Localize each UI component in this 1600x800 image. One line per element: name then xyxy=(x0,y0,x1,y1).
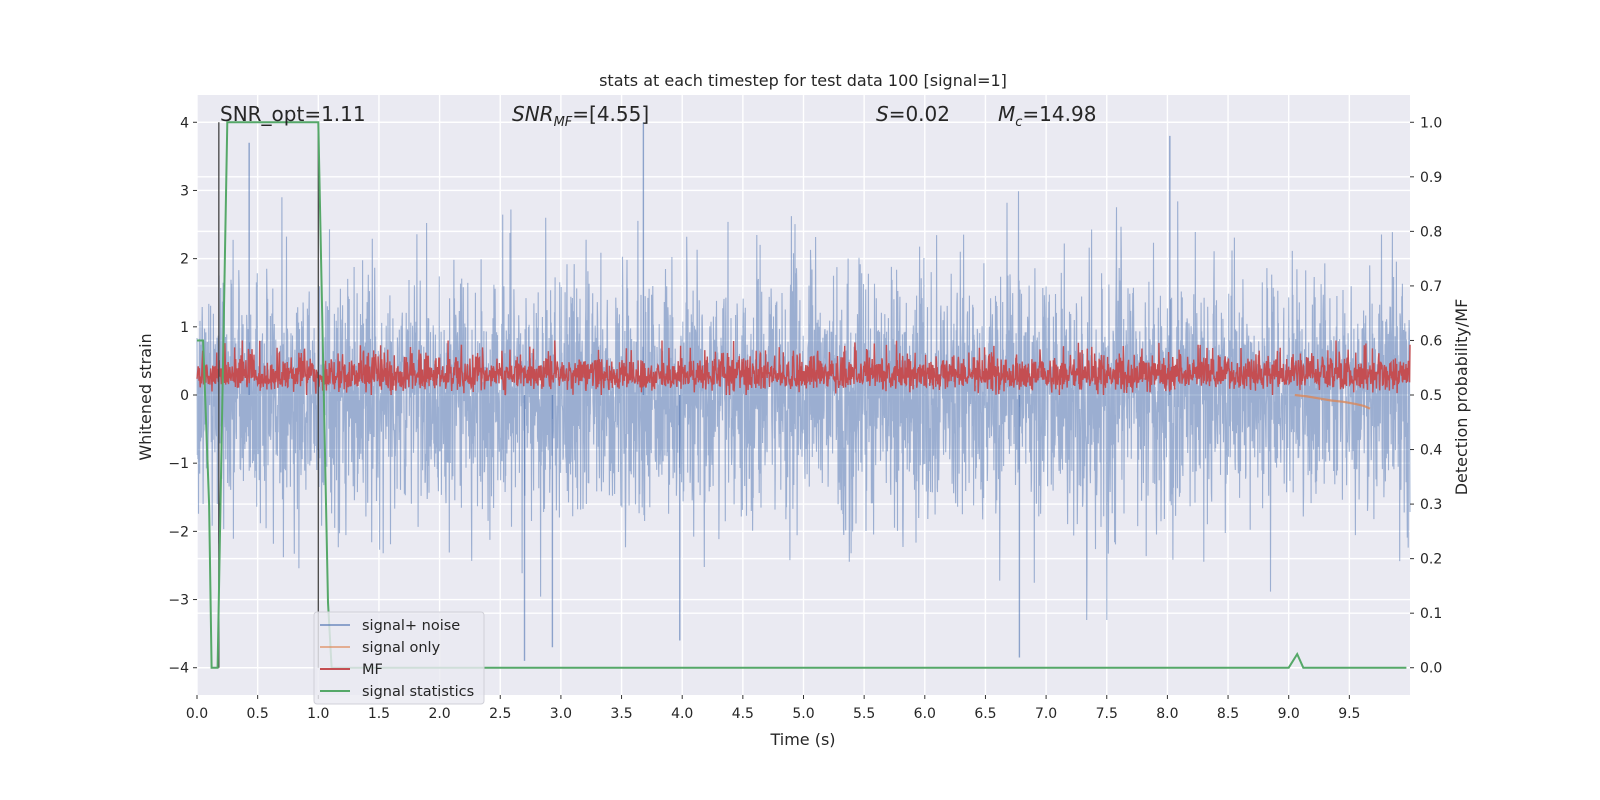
y2-tick-label: 0.3 xyxy=(1420,497,1442,513)
legend: signal+ noise signal only MF signal statist… xyxy=(313,611,485,705)
s-symbol: S xyxy=(876,102,889,126)
legend-label: signal+ noise xyxy=(362,618,460,634)
x-tick-label: 3.5 xyxy=(610,706,632,722)
x-tick-label: 8.0 xyxy=(1156,706,1178,722)
legend-label: MF xyxy=(362,662,383,678)
x-tick-label: 5.0 xyxy=(792,706,814,722)
legend-entry: signal statistics xyxy=(320,684,474,700)
snr-mf-annotation: SNRMF=[4.55] xyxy=(512,102,649,130)
x-tick-label: 1.0 xyxy=(307,706,329,722)
snr-mf-subscript: MF xyxy=(554,115,573,130)
y-tick-label: 1 xyxy=(180,320,189,336)
mc-annotation: Mc=14.98 xyxy=(998,102,1096,130)
y2-axis-label: Detection probability/MF xyxy=(1452,299,1471,496)
y2-tick-label: 0.7 xyxy=(1420,279,1442,295)
x-tick-label: 7.0 xyxy=(1035,706,1057,722)
y2-tick-label: 0.8 xyxy=(1420,224,1442,240)
snr-mf-symbol: SNR xyxy=(512,102,554,126)
s-annotation: S=0.02 xyxy=(876,102,950,126)
y-tick-label: −4 xyxy=(168,661,189,677)
x-tick-label: 8.5 xyxy=(1217,706,1239,722)
signal-statistics-line xyxy=(197,121,1407,669)
series-layer xyxy=(196,121,1411,669)
ticks: 0.0 0.5 1.0 1.5 2.0 2.5 3.0 3.5 4.0 4.5 5.0 5.5 6.0 6… xyxy=(168,115,1442,722)
y2-tick-label: 0.9 xyxy=(1420,170,1442,186)
legend-entry: MF xyxy=(320,662,383,678)
y2-tick-label: 0.1 xyxy=(1420,606,1442,622)
legend-label: signal only xyxy=(362,640,441,656)
x-axis-label: Time (s) xyxy=(769,730,835,749)
x-tick-label: 6.5 xyxy=(974,706,996,722)
y-tick-label: 4 xyxy=(180,115,189,131)
y2-tick-label: 0.4 xyxy=(1420,443,1442,459)
x-tick-label: 4.0 xyxy=(671,706,693,722)
y-tick-label: −3 xyxy=(168,593,189,609)
legend-entry: signal only xyxy=(320,640,441,656)
annotations: SNR_opt=1.11 SNRMF=[4.55] S=0.02 Mc=14.9… xyxy=(220,102,1096,130)
x-tick-label: 6.0 xyxy=(914,706,936,722)
signal-only-line xyxy=(1294,393,1371,410)
x-tick-label: 0.5 xyxy=(247,706,269,722)
chart-title: stats at each timestep for test data 100… xyxy=(599,71,1007,90)
snr-mf-value: =[4.55] xyxy=(572,102,649,126)
x-tick-label: 7.5 xyxy=(1096,706,1118,722)
y2-tick-label: 0.0 xyxy=(1420,661,1442,677)
legend-label: signal statistics xyxy=(362,684,474,700)
y-tick-label: −1 xyxy=(168,456,189,472)
y-tick-label: −2 xyxy=(168,524,189,540)
y2-tick-label: 0.2 xyxy=(1420,552,1442,568)
y-axis-label: Whitened strain xyxy=(136,333,155,460)
legend-box xyxy=(313,611,485,705)
mc-value: =14.98 xyxy=(1022,102,1096,126)
x-tick-label: 2.0 xyxy=(428,706,450,722)
mc-symbol: M xyxy=(998,102,1015,126)
y2-tick-label: 0.5 xyxy=(1420,388,1442,404)
y-tick-label: 0 xyxy=(180,388,189,404)
x-tick-label: 9.0 xyxy=(1278,706,1300,722)
s-value: =0.02 xyxy=(889,102,950,126)
x-tick-label: 3.0 xyxy=(550,706,572,722)
snr-opt-annotation: SNR_opt=1.11 xyxy=(220,102,366,126)
x-tick-label: 2.5 xyxy=(489,706,511,722)
legend-entry: signal+ noise xyxy=(320,618,460,634)
x-tick-label: 4.5 xyxy=(732,706,754,722)
x-tick-label: 5.5 xyxy=(853,706,875,722)
y-tick-label: 3 xyxy=(180,183,189,199)
y2-tick-label: 0.6 xyxy=(1420,333,1442,349)
x-tick-label: 1.5 xyxy=(368,706,390,722)
x-tick-label: 9.5 xyxy=(1338,706,1360,722)
y2-tick-label: 1.0 xyxy=(1420,115,1442,131)
mc-subscript: c xyxy=(1015,115,1022,130)
x-tick-label: 0.0 xyxy=(186,706,208,722)
signal-noise-line xyxy=(196,191,1411,621)
mf-line xyxy=(196,340,1411,396)
y-tick-label: 2 xyxy=(180,252,189,268)
